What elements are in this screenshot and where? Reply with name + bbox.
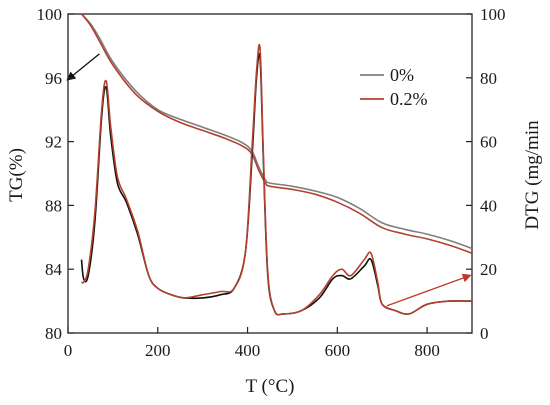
y-left-axis-title: TG(%) <box>6 148 27 202</box>
x-tick-label: 0 <box>64 341 73 360</box>
legend: 0% 0.2% <box>360 65 428 109</box>
y-left-tick-label: 100 <box>37 5 63 24</box>
y-right-tick-label: 60 <box>480 133 497 152</box>
plot-frame <box>67 13 473 334</box>
y-left-tick-label: 80 <box>45 324 62 343</box>
y-right-tick-label: 100 <box>480 5 506 24</box>
annotation-arrow <box>66 53 100 81</box>
dtg-series-line-3 <box>81 43 473 316</box>
y-left-tick-label: 88 <box>45 196 62 215</box>
tick-layer: 0 200 400 600 800 80 84 88 92 96 100 0 20 40 60 80 100 <box>37 5 506 360</box>
y-right-tick-label: 40 <box>480 196 497 215</box>
y-left-tick-label: 84 <box>45 260 63 279</box>
annotation-arrow <box>386 273 472 307</box>
x-tick-label: 200 <box>145 341 171 360</box>
x-axis-title: T (°C) <box>246 376 295 397</box>
series-layer <box>80 13 473 316</box>
y-right-tick-label: 80 <box>480 69 497 88</box>
tg-series-line-0 <box>80 13 473 250</box>
plot-border <box>67 13 473 334</box>
legend-label: 0.2% <box>390 89 428 109</box>
tg-series-line-1 <box>80 13 473 255</box>
x-tick-label: 600 <box>325 341 351 360</box>
legend-label: 0% <box>390 65 414 85</box>
x-tick-label: 400 <box>235 341 261 360</box>
annotation-layer <box>66 53 472 307</box>
y-right-tick-label: 20 <box>480 260 497 279</box>
y-right-tick-label: 0 <box>480 324 489 343</box>
y-right-axis-title: DTG (mg/min <box>522 120 543 230</box>
x-tick-label: 800 <box>414 341 440 360</box>
y-left-tick-label: 92 <box>45 133 62 152</box>
y-left-tick-label: 96 <box>45 69 62 88</box>
